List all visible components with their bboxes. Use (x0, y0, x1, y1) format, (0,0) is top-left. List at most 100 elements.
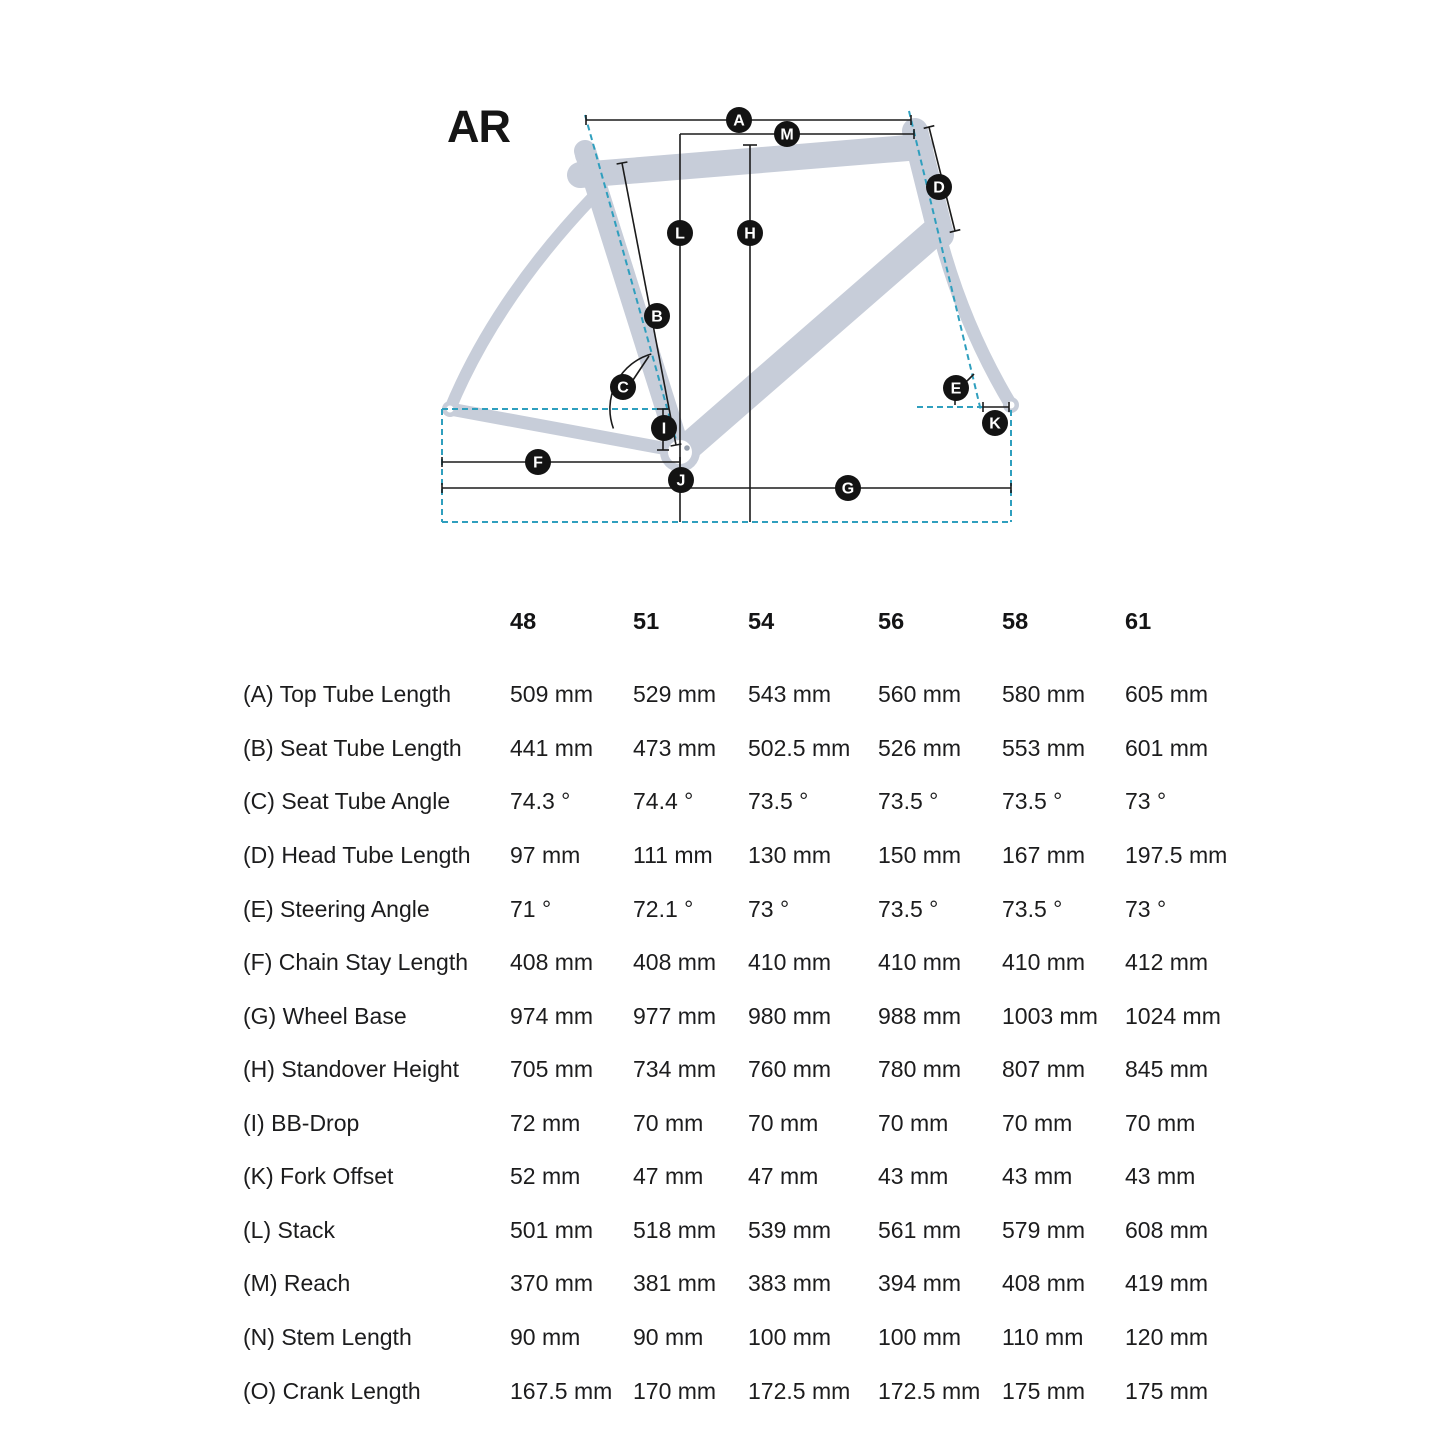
badge-D (926, 174, 952, 200)
badge-J-letter: J (677, 473, 686, 490)
size-header: 56 (878, 608, 905, 634)
cell: 111 mm (633, 841, 713, 868)
cell: 441 mm (510, 734, 594, 761)
size-header-blank (243, 600, 510, 608)
cell: 73 ° (1125, 788, 1167, 815)
cell: 43 mm (1125, 1163, 1196, 1190)
row-label: (A) Top Tube Length (243, 681, 451, 708)
cell: 70 mm (1125, 1109, 1196, 1136)
cell: 605 mm (1125, 681, 1209, 708)
cell: 419 mm (1125, 1270, 1209, 1297)
cell: 167 mm (1002, 841, 1086, 868)
badge-I-letter: I (662, 421, 666, 438)
diagram-badges: A M D L H B C I J F G E K (525, 107, 1008, 501)
cell: 110 mm (1002, 1324, 1084, 1351)
badge-C (610, 374, 636, 400)
cell: 71 ° (510, 895, 552, 922)
cell: 43 mm (878, 1163, 949, 1190)
cell: 760 mm (748, 1056, 832, 1083)
cell: 974 mm (510, 1002, 594, 1029)
cell: 408 mm (1002, 1270, 1086, 1297)
badge-E (943, 375, 969, 401)
badge-H (737, 220, 763, 246)
cell: 543 mm (748, 681, 832, 708)
cell: 410 mm (1002, 949, 1086, 976)
cell: 73.5 ° (748, 788, 809, 815)
head-axis-guide (908, 110, 982, 412)
size-header: 61 (1125, 608, 1152, 634)
size-header: 51 (633, 608, 660, 634)
seat-stay (444, 191, 599, 415)
badge-J (668, 467, 694, 493)
fork (932, 226, 1018, 412)
cell: 780 mm (878, 1056, 962, 1083)
row-label: (E) Steering Angle (243, 895, 430, 922)
cell: 988 mm (878, 1002, 962, 1029)
cell: 100 mm (748, 1324, 832, 1351)
cell: 74.3 ° (510, 788, 571, 815)
badge-A-letter: A (733, 113, 745, 130)
frame-geometry-diagram: A M D L H B C I J F G E K (441, 107, 1019, 523)
guide-lines (441, 110, 1012, 523)
cell: 383 mm (748, 1270, 832, 1297)
seat-angle-pointer (632, 355, 650, 381)
size-header: 58 (1002, 608, 1029, 634)
row-label: (L) Stack (243, 1216, 336, 1243)
seat-axis-guide (584, 114, 677, 441)
cell: 539 mm (748, 1216, 832, 1243)
rear-axle-hole (446, 405, 454, 413)
cell: 70 mm (633, 1109, 704, 1136)
tick (923, 124, 935, 130)
cell: 120 mm (1125, 1324, 1209, 1351)
cell: 73.5 ° (878, 895, 939, 922)
cell: 705 mm (510, 1056, 594, 1083)
tick (949, 228, 961, 234)
cell: 561 mm (878, 1216, 962, 1243)
cell: 175 mm (1002, 1377, 1086, 1404)
row-label: (F) Chain Stay Length (243, 949, 469, 976)
size-header: 48 (510, 608, 537, 634)
row-label: (K) Fork Offset (243, 1163, 394, 1190)
size-header: 54 (748, 608, 775, 634)
row-label: (D) Head Tube Length (243, 841, 471, 868)
cell: 518 mm (633, 1216, 717, 1243)
cell: 197.5 mm (1125, 841, 1228, 868)
cell: 73.5 ° (878, 788, 939, 815)
cell: 502.5 mm (748, 734, 851, 761)
cell: 150 mm (878, 841, 962, 868)
cell: 394 mm (878, 1270, 962, 1297)
badge-F-letter: F (533, 455, 543, 472)
cell: 1024 mm (1125, 1002, 1221, 1029)
measure-seat-tube-B (621, 162, 677, 446)
cell: 977 mm (633, 1002, 717, 1029)
cell: 43 mm (1002, 1163, 1073, 1190)
badge-E-letter: E (951, 381, 962, 398)
row-label: (H) Standover Height (243, 1056, 460, 1083)
badge-L-letter: L (675, 226, 685, 243)
cell: 97 mm (510, 841, 581, 868)
cell: 170 mm (633, 1377, 717, 1404)
cell: 807 mm (1002, 1056, 1086, 1083)
badge-A (726, 107, 752, 133)
cell: 70 mm (748, 1109, 819, 1136)
cell: 52 mm (510, 1163, 581, 1190)
cell: 608 mm (1125, 1216, 1209, 1243)
cell: 980 mm (748, 1002, 832, 1029)
cell: 175 mm (1125, 1377, 1209, 1404)
page-title: AR (447, 101, 511, 152)
cell: 408 mm (510, 949, 594, 976)
badge-K-letter: K (989, 416, 1001, 433)
row-label: (O) Crank Length (243, 1377, 421, 1404)
cell: 130 mm (748, 841, 832, 868)
cell: 601 mm (1125, 734, 1209, 761)
cell: 73.5 ° (1002, 895, 1063, 922)
row-label: (M) Reach (243, 1270, 351, 1297)
cell: 47 mm (748, 1163, 819, 1190)
cell: 410 mm (878, 949, 962, 976)
cell: 509 mm (510, 681, 594, 708)
badge-C-letter: C (617, 380, 629, 397)
cell: 553 mm (1002, 734, 1086, 761)
seat-mast-top (575, 144, 597, 166)
cell: 73 ° (1125, 895, 1167, 922)
cell: 526 mm (878, 734, 962, 761)
